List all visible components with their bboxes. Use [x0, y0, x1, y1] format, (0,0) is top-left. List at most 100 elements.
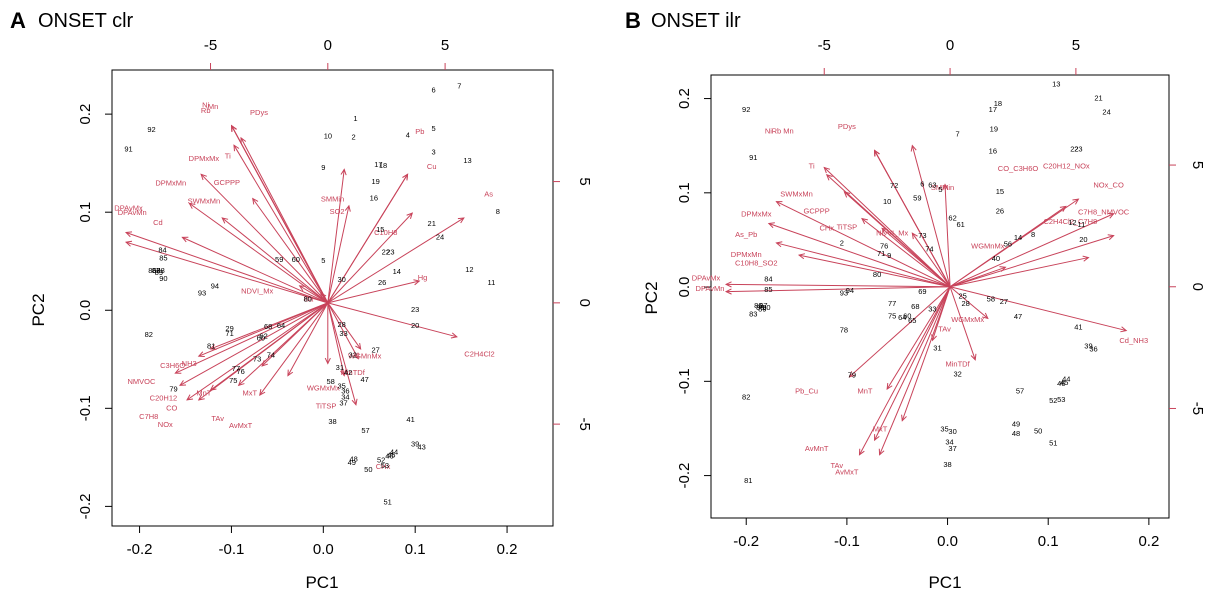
loading-arrow	[881, 227, 951, 288]
score-point: 45	[1060, 378, 1068, 387]
loading-label: Cu	[427, 162, 437, 171]
score-point: 2	[840, 239, 844, 248]
loading-label: Hg	[418, 273, 428, 282]
loading-arrow	[874, 150, 951, 288]
loading-label: NH3	[182, 359, 197, 368]
score-point: 34	[341, 393, 349, 402]
score-point: 44	[1062, 374, 1070, 383]
score-point: 14	[1014, 233, 1022, 242]
score-point: 79	[169, 385, 177, 394]
loading-arrow	[327, 302, 457, 338]
score-point: 48	[1012, 429, 1020, 438]
score-point: 5	[321, 256, 325, 265]
arrow-head	[340, 369, 347, 377]
loading-label: C10H8_SO2	[735, 258, 778, 267]
x-tick-label: 0.2	[497, 541, 518, 558]
loading-label: C7H8	[139, 412, 158, 421]
score-point: 82	[742, 392, 750, 401]
arrow-head	[351, 398, 358, 406]
right-tick-label: -5	[1189, 402, 1206, 415]
loading-label: SWMxMn	[780, 190, 813, 199]
loading-label: TAv	[211, 414, 224, 423]
panel-title: ONSET clr	[38, 10, 134, 32]
panel-b: B ONSET ilr -0.2 -0.1 0.0 0.1 0.2 -0.2 -0.1 0.0…	[605, 0, 1209, 597]
score-point: 11	[488, 278, 496, 287]
y-tick-label: -0.1	[676, 368, 693, 394]
loading-arrow	[210, 302, 328, 350]
arrow-head	[233, 144, 240, 152]
arrow-head	[1059, 205, 1067, 212]
arrow-head	[320, 292, 327, 300]
score-point: 68	[264, 322, 272, 331]
y-tick-label: 0.2	[77, 104, 94, 125]
loading-arrow	[327, 280, 420, 304]
score-point: 23	[1074, 144, 1082, 153]
score-point: 47	[1014, 312, 1022, 321]
y-tick-label: -0.2	[676, 463, 693, 489]
score-point: 38	[328, 417, 336, 426]
arrow-head	[724, 281, 732, 288]
loading-label: C2H4Cl2	[464, 349, 494, 358]
score-point: 6	[431, 86, 435, 95]
loading-label: WGMxMx	[951, 315, 984, 324]
arrow-head	[881, 227, 889, 235]
y-tick-label: -0.2	[77, 493, 94, 519]
score-point: 48	[349, 454, 357, 463]
loading-arrow	[911, 232, 951, 288]
score-point: 81	[207, 342, 215, 351]
arrow-head	[287, 369, 294, 377]
loading-arrow	[175, 302, 329, 374]
loading-label: Pb_Cu	[795, 387, 818, 396]
loading-arrow	[798, 254, 951, 288]
score-point: 41	[406, 415, 414, 424]
score-point: 44	[390, 447, 398, 456]
loading-label: C3H6O	[160, 361, 185, 370]
score-point: 40	[992, 254, 1000, 263]
score-point: 7	[457, 82, 461, 91]
loading-arrow	[874, 286, 951, 441]
arrow-head	[825, 174, 833, 181]
score-point: 89	[155, 268, 163, 277]
score-point: 71	[225, 329, 233, 338]
arrow-head	[797, 253, 806, 260]
arrow-head	[1072, 198, 1080, 205]
x-tick-label: -0.1	[834, 533, 860, 550]
loading-label: Mn	[208, 102, 218, 111]
score-point: 19	[372, 177, 380, 186]
score-point: 87	[152, 266, 160, 275]
score-point: 43	[417, 443, 425, 452]
score-point: 92	[742, 105, 750, 114]
score-point: 60	[292, 255, 300, 264]
arrow-head	[413, 279, 421, 286]
loading-label: CO_C3H6O	[998, 164, 1039, 173]
score-point: 81	[744, 476, 752, 485]
arrow-head	[1120, 326, 1128, 333]
loading-label: C2H4Cl2_C7H8	[1043, 217, 1097, 226]
score-point: 23	[411, 305, 419, 314]
score-point: 50	[1034, 426, 1042, 435]
arrow-head	[999, 266, 1007, 272]
loading-label: GCPPP	[804, 207, 830, 216]
loading-arrow	[327, 205, 350, 303]
loading-label: Ni	[765, 127, 772, 136]
score-point: 86	[148, 266, 156, 275]
score-point: 59	[275, 255, 283, 264]
biplot-a: -0.2 -0.1 0.0 0.1 0.2 -0.2 -0.1 0.0 0.1 0.2 -5 0 5 -5…	[29, 37, 593, 592]
score-point: 13	[1052, 79, 1060, 88]
score-point: 8	[1031, 230, 1035, 239]
top-tick-label: 5	[441, 37, 449, 54]
score-point: 26	[378, 278, 386, 287]
loading-label: GCPPP	[214, 178, 240, 187]
score-point: 49	[1012, 420, 1020, 429]
loading-arrow	[327, 169, 345, 303]
score-point: 58	[326, 377, 334, 386]
score-point: 93	[198, 289, 206, 298]
score-point: 61	[956, 220, 964, 229]
score-point: 29	[225, 324, 233, 333]
score-point: 10	[883, 197, 891, 206]
loading-label: CO	[166, 403, 177, 412]
score-point: 58	[987, 294, 995, 303]
arrow-head	[874, 149, 880, 157]
arrow-head	[355, 342, 362, 350]
loading-arrow	[849, 286, 951, 378]
